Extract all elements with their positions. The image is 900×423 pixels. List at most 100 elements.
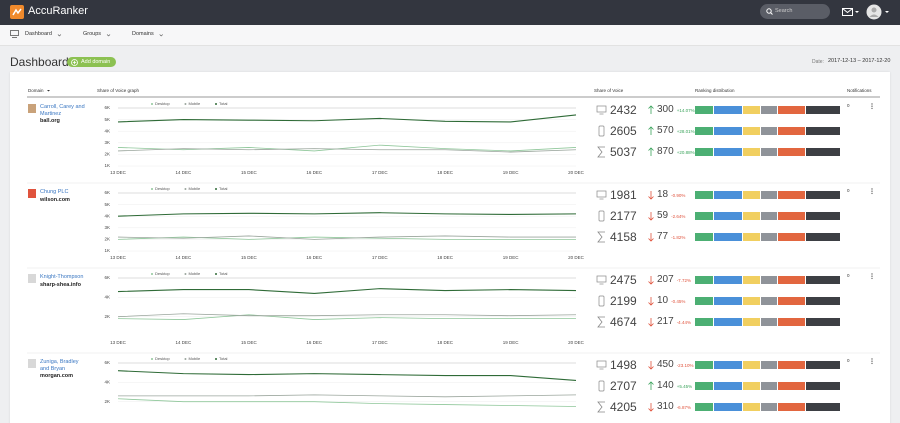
x-tick-label: 15 DEC <box>241 255 258 260</box>
total-icon <box>598 317 605 327</box>
trend-arrow <box>649 127 654 135</box>
ranking-segment <box>695 191 713 199</box>
x-tick-label: 15 DEC <box>241 340 258 345</box>
sov-change: 870 <box>657 146 674 157</box>
legend-label: Total <box>219 356 228 361</box>
sov-change: 207 <box>657 274 674 285</box>
ranking-segment <box>778 212 805 220</box>
favicon <box>28 359 36 368</box>
row-menu-dot <box>871 193 872 194</box>
ranking-segment <box>778 191 805 199</box>
trend-arrow <box>649 297 654 305</box>
row-menu-dot <box>871 273 872 274</box>
trend-arrow <box>649 382 654 390</box>
sov-value: 4674 <box>610 315 637 329</box>
ranking-segment <box>743 127 760 135</box>
series-line <box>118 145 576 151</box>
x-tick-label: 16 DEC <box>306 255 323 260</box>
notification-count: 0 <box>847 188 850 193</box>
legend-label: Mobile <box>188 186 201 191</box>
x-tick-label: 13 DEC <box>110 340 127 345</box>
nav-item[interactable]: Groups <box>83 31 101 37</box>
legend-marker <box>184 188 186 190</box>
legend-marker <box>184 273 186 275</box>
mobile-icon <box>599 381 604 391</box>
sov-change: 59 <box>657 210 668 221</box>
sov-change: 140 <box>657 380 674 391</box>
legend-marker <box>215 188 217 190</box>
ranking-bar <box>695 276 840 284</box>
ranking-segment <box>695 148 713 156</box>
ranking-segment <box>714 382 743 390</box>
domain-name[interactable]: Chung PLC <box>40 189 88 196</box>
y-tick-label: 6K <box>104 190 110 195</box>
sov-value: 2475 <box>610 273 637 287</box>
legend-label: Total <box>219 186 228 191</box>
favicon <box>28 274 36 283</box>
series-line <box>118 115 576 122</box>
sov-change-pct: -0.90% <box>671 193 685 198</box>
legend-label: Desktop <box>155 186 170 191</box>
ranking-segment <box>714 233 743 241</box>
series-line <box>118 149 576 152</box>
ranking-segment <box>778 403 805 411</box>
ranking-bar <box>695 382 840 390</box>
ranking-segment <box>778 382 805 390</box>
ranking-segment <box>761 127 777 135</box>
sov-value: 5037 <box>610 145 637 159</box>
nav-item[interactable]: Domains <box>132 31 154 37</box>
column-header[interactable]: Domain <box>28 88 44 93</box>
nav-chevron <box>107 35 110 37</box>
x-tick-label: 14 DEC <box>176 255 193 260</box>
ranking-bar <box>695 297 840 305</box>
sov-change: 77 <box>657 231 668 242</box>
total-icon <box>598 147 605 157</box>
sov-value: 2432 <box>610 103 637 117</box>
trend-arrow <box>649 233 654 241</box>
row-menu-dot <box>871 278 872 279</box>
trend-arrow <box>649 191 654 199</box>
ranking-segment <box>806 361 841 369</box>
ranking-segment <box>778 297 805 305</box>
row-menu-dot <box>871 361 872 362</box>
nav-item[interactable]: Dashboard <box>25 31 52 37</box>
row-menu-dot <box>871 276 872 277</box>
sov-value: 4205 <box>610 400 637 414</box>
row-menu-dot <box>871 106 872 107</box>
sov-change-pct: -23.10% <box>677 363 694 368</box>
ranking-segment <box>761 318 777 326</box>
column-header: Share of Voice graph <box>97 88 139 93</box>
x-tick-label: 15 DEC <box>241 170 258 175</box>
ranking-segment <box>695 297 713 305</box>
y-tick-label: 1K <box>104 163 110 168</box>
ranking-segment <box>743 106 760 114</box>
x-tick-label: 20 DEC <box>568 170 585 175</box>
ranking-segment <box>778 148 805 156</box>
y-tick-label: 2K <box>104 237 110 242</box>
sov-change-pct: -0.45% <box>671 299 685 304</box>
ranking-segment <box>778 106 805 114</box>
ranking-segment <box>778 361 805 369</box>
ranking-segment <box>743 276 760 284</box>
legend-label: Desktop <box>155 101 170 106</box>
sov-change: 300 <box>657 104 674 115</box>
domain-name[interactable]: Knight-Thompson <box>40 274 88 281</box>
sort-indicator <box>47 90 50 92</box>
legend-label: Desktop <box>155 271 170 276</box>
ranking-segment <box>743 233 760 241</box>
legend-label: Mobile <box>188 356 201 361</box>
ranking-segment <box>714 148 743 156</box>
ranking-bar <box>695 106 840 114</box>
ranking-segment <box>714 276 743 284</box>
x-tick-label: 17 DEC <box>372 255 389 260</box>
row-menu-dot <box>871 188 872 189</box>
domain-name[interactable]: Zuniga, Bradley and Bryan <box>40 359 88 372</box>
legend-marker <box>184 358 186 360</box>
ranking-segment <box>806 403 841 411</box>
ranking-segment <box>806 233 841 241</box>
ranking-bar <box>695 361 840 369</box>
legend-marker <box>215 103 217 105</box>
domain-name[interactable]: Carroll, Carey and Martinez <box>40 104 88 117</box>
ranking-segment <box>695 106 713 114</box>
